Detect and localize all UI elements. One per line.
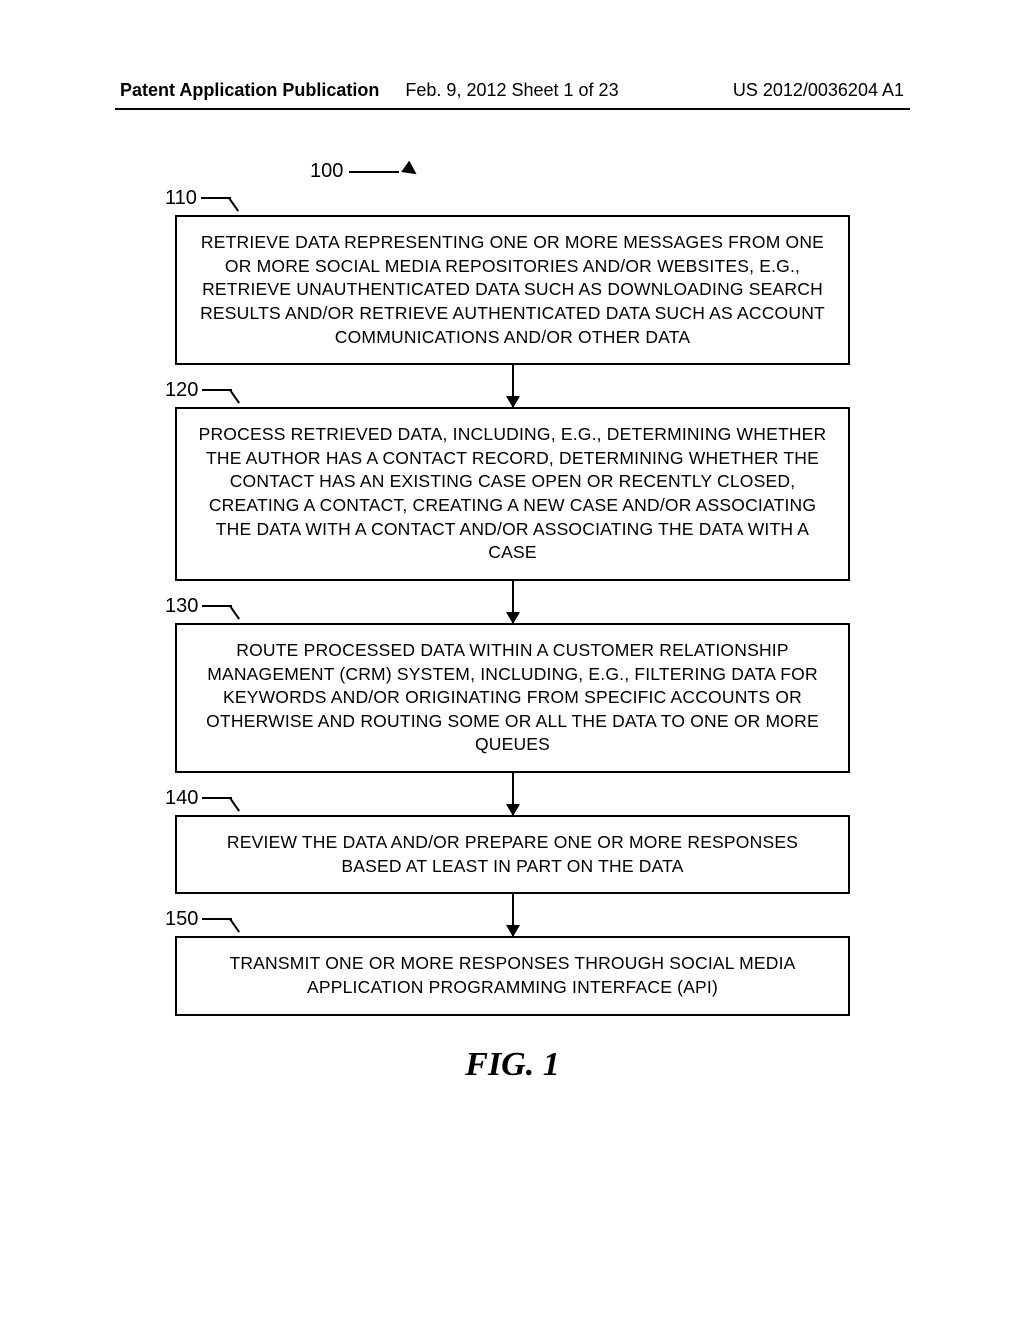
flow-column: 110 RETRIEVE DATA REPRESENTING ONE OR MO… (175, 215, 850, 1084)
arrow-connector (512, 894, 514, 936)
step-box: ROUTE PROCESSED DATA WITHIN A CUSTOMER R… (175, 623, 850, 773)
leader-tick-icon (201, 187, 245, 215)
step-box: REVIEW THE DATA AND/OR PREPARE ONE OR MO… (175, 815, 850, 894)
step-box: TRANSMIT ONE OR MORE RESPONSES THROUGH S… (175, 936, 850, 1015)
step-ref-130: 130 (165, 595, 246, 623)
header-left-text: Patent Application Publication (120, 80, 379, 101)
overall-reference-number: 100 (310, 160, 343, 183)
step-ref-110: 110 (165, 187, 245, 215)
leader-tick-icon (202, 908, 246, 936)
figure-label: FIG. 1 (175, 1046, 850, 1084)
arrow-connector (512, 365, 514, 407)
page: Patent Application Publication Feb. 9, 2… (0, 0, 1024, 1320)
leader-tick-icon (202, 787, 246, 815)
header-right-text: US 2012/0036204 A1 (733, 80, 904, 101)
step-130: 130 ROUTE PROCESSED DATA WITHIN A CUSTOM… (175, 623, 850, 773)
step-ref-number: 140 (165, 787, 198, 810)
step-110: 110 RETRIEVE DATA REPRESENTING ONE OR MO… (175, 215, 850, 365)
step-box: RETRIEVE DATA REPRESENTING ONE OR MORE M… (175, 215, 850, 365)
leader-line (349, 171, 399, 173)
arrow-connector (512, 581, 514, 623)
step-ref-number: 130 (165, 595, 198, 618)
overall-reference: 100 (310, 160, 417, 183)
step-box: PROCESS RETRIEVED DATA, INCLUDING, E.G.,… (175, 407, 850, 581)
step-ref-number: 120 (165, 379, 198, 402)
step-120: 120 PROCESS RETRIEVED DATA, INCLUDING, E… (175, 407, 850, 581)
step-ref-140: 140 (165, 787, 246, 815)
step-140: 140 REVIEW THE DATA AND/OR PREPARE ONE O… (175, 815, 850, 894)
step-ref-120: 120 (165, 379, 246, 407)
leader-tick-icon (202, 595, 246, 623)
step-150: 150 TRANSMIT ONE OR MORE RESPONSES THROU… (175, 936, 850, 1015)
arrow-connector (512, 773, 514, 815)
step-ref-150: 150 (165, 908, 246, 936)
leader-tick-icon (202, 379, 246, 407)
step-ref-number: 150 (165, 908, 198, 931)
header-center-text: Feb. 9, 2012 Sheet 1 of 23 (405, 80, 618, 101)
header-rule (115, 108, 910, 110)
arrowhead-icon (398, 158, 423, 185)
step-ref-number: 110 (165, 187, 197, 210)
